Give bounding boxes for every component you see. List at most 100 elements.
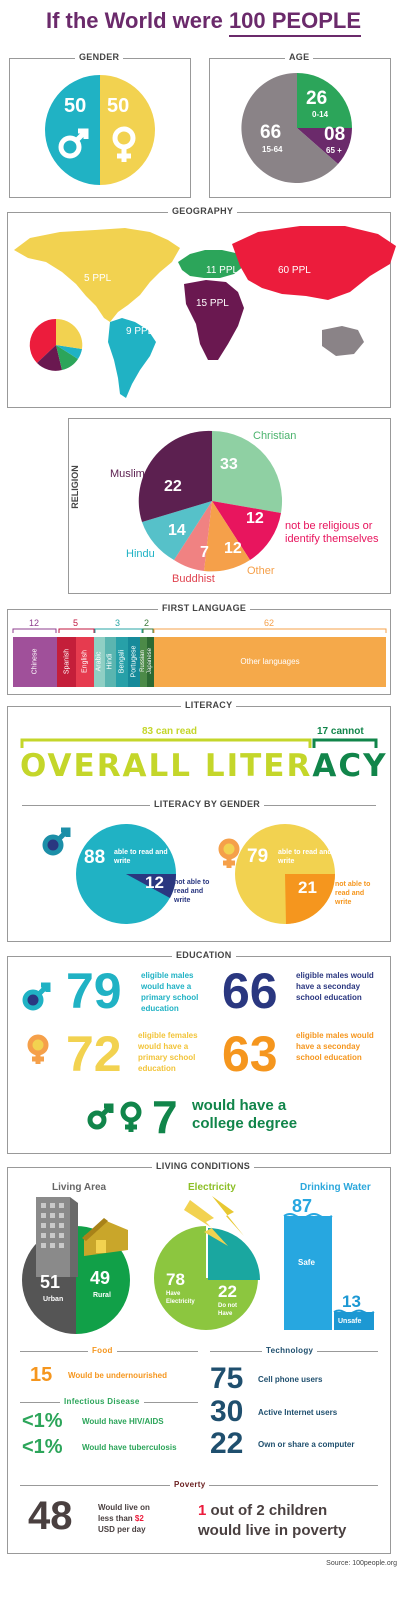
living-urban-label: Urban [43, 1296, 64, 1303]
religion-muslim-value: 22 [164, 478, 182, 495]
tech-cell-value: 75 [210, 1362, 244, 1395]
age-65-label: 65 + [326, 146, 342, 155]
lang-japanese-bar [147, 637, 154, 687]
education-panel [7, 956, 391, 1154]
water-unsafe-bar [334, 1312, 374, 1330]
water-unsafe-wave [333, 1309, 375, 1315]
food-value: 15 [30, 1364, 53, 1386]
female-symbol-icon [112, 126, 136, 162]
education-male-secondary-text: eligible males would have a seconday sch… [296, 971, 374, 1002]
poverty-children-num: 1 [198, 1502, 207, 1519]
lightning-icon-2 [212, 1196, 244, 1236]
literacy-overall-part-a: OVERALL LITER [20, 748, 313, 784]
education-female-secondary-value: 63 [222, 1026, 278, 1082]
geo-label-asia: 60 PPL [278, 265, 311, 276]
poverty-text-a: Would live on less than [98, 1503, 150, 1523]
religion-hindu-slice [142, 501, 212, 560]
religion-nonreligious-slice [212, 501, 281, 560]
electricity-not-value: 22 [218, 1282, 237, 1301]
education-male-secondary-value: 66 [222, 963, 278, 1019]
disease-tb-text: Would have tuberculosis [82, 1443, 177, 1452]
religion-nonreligious-value: 12 [246, 510, 264, 527]
language-heading: FIRST LANGUAGE [158, 603, 251, 613]
literacy-cannot: 17 cannot [317, 726, 364, 737]
food-heading: Food [88, 1346, 117, 1355]
lang-group-spanish-value: 5 [73, 618, 79, 628]
age-65-value: 08 [324, 124, 346, 145]
lang-hindi-bar [105, 637, 116, 687]
religion-nonreligious-label: not be religious or identify themselves [285, 520, 379, 545]
education-college-text-2: college degree [192, 1115, 298, 1132]
water-safe-bar [284, 1216, 332, 1330]
literacy-overall-part-b: ACY [312, 748, 388, 784]
poverty-text: Would live on less than $2 USD per day [98, 1502, 162, 1535]
water-heading: Drinking Water [300, 1182, 371, 1193]
literacy-heading: LITERACY [181, 700, 237, 710]
living-area-heading: Living Area [52, 1182, 107, 1193]
tech-cell-text: Cell phone users [258, 1375, 323, 1384]
poverty-heading: Poverty [170, 1480, 210, 1489]
gender-heading: GENDER [75, 52, 124, 62]
water-unsafe-label: Unsafe [338, 1318, 362, 1325]
lightning-icon [184, 1200, 228, 1246]
education-college-text-1: would have a [192, 1097, 287, 1114]
electricity-heading: Electricity [188, 1182, 236, 1193]
religion-other-slice [204, 501, 250, 572]
literacy-male-icon [42, 827, 71, 856]
lang-bengali-bar [116, 637, 128, 687]
literacy-female-not-label: not able to read and write [335, 881, 371, 906]
living-heading: LIVING CONDITIONS [152, 1161, 255, 1171]
male-symbol-icon [58, 128, 89, 159]
poverty-text-b: $2 [134, 1514, 144, 1523]
lang-group-other-value: 62 [264, 618, 275, 628]
religion-christian-value: 33 [220, 456, 238, 473]
page-title: If the World were 100 PEOPLE [0, 8, 407, 37]
water-safe-label: Safe [298, 1258, 315, 1267]
literacy-panel [7, 706, 391, 942]
education-female-secondary-text: eligible males would have a seconday sch… [296, 1031, 374, 1062]
literacy-overall: OVERALL LITERACY [20, 748, 388, 784]
poverty-text-c: USD per day [98, 1525, 146, 1534]
age-0-14-label: 0-14 [312, 110, 329, 119]
lang-group-chinese-value: 12 [29, 618, 40, 628]
poverty-children-line1: 1 out of 2 children [198, 1502, 327, 1519]
water-unsafe-value: 13 [342, 1292, 361, 1311]
geography-pie [29, 318, 83, 371]
house-icon [82, 1218, 128, 1256]
education-college-value: 7 [152, 1091, 178, 1143]
education-college-male-icon [87, 1103, 114, 1130]
map-australia [322, 326, 364, 356]
building-icon [36, 1197, 78, 1277]
literacy-female-icon [218, 838, 240, 868]
geo-label-north-america: 5 PPL [84, 273, 112, 284]
source-note: Source: 100people.org [326, 1560, 397, 1567]
lang-group-russian-value: 2 [144, 618, 150, 628]
tech-computer-value: 22 [210, 1427, 244, 1460]
religion-other-value: 12 [224, 540, 242, 557]
lang-spanish-bar [57, 637, 76, 687]
education-female-primary-text: eligible females would have a primary sc… [138, 1031, 198, 1073]
water-safe-value: 87 [292, 1196, 313, 1216]
religion-christian-label: Christian [253, 430, 297, 442]
map-north-america [14, 228, 180, 322]
literacy-female-not-slice [285, 874, 335, 924]
living-rural-label: Rural [93, 1292, 111, 1299]
age-0-14-slice [297, 73, 352, 128]
tech-internet-text: Active Internet users [258, 1408, 338, 1417]
lang-other-bar [154, 637, 386, 687]
electricity-have-slice [154, 1226, 258, 1330]
age-0-14-value: 26 [306, 88, 328, 109]
poverty-children-line2: would live in poverty [198, 1522, 347, 1539]
age-65-slice [297, 128, 352, 164]
disease-hiv-value: <1% [22, 1410, 63, 1432]
electricity-not-label: Do not Have [218, 1303, 237, 1317]
gender-male-value: 50 [64, 95, 87, 117]
technology-heading: Technology [262, 1346, 318, 1355]
living-rural-value: 49 [90, 1268, 111, 1288]
age-heading: AGE [285, 52, 314, 62]
